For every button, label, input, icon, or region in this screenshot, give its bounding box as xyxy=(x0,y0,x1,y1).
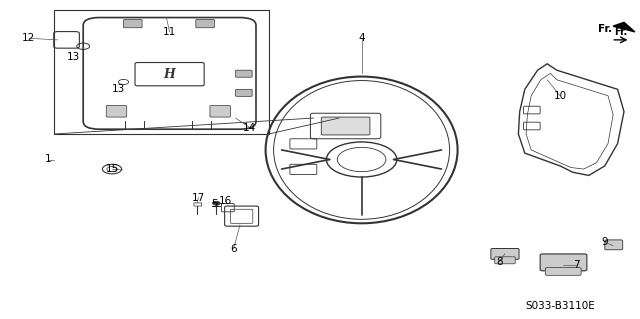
Text: 14: 14 xyxy=(243,122,256,133)
Text: 11: 11 xyxy=(163,27,176,37)
Text: 6: 6 xyxy=(230,244,237,254)
Text: 8: 8 xyxy=(496,256,502,267)
Text: 12: 12 xyxy=(22,33,35,43)
FancyBboxPatch shape xyxy=(495,257,515,264)
FancyBboxPatch shape xyxy=(491,249,519,259)
Text: 1: 1 xyxy=(45,154,51,165)
Text: 15: 15 xyxy=(106,164,118,174)
FancyBboxPatch shape xyxy=(236,89,252,96)
Text: 9: 9 xyxy=(602,237,608,248)
FancyBboxPatch shape xyxy=(210,106,230,117)
FancyBboxPatch shape xyxy=(236,70,252,77)
FancyBboxPatch shape xyxy=(106,106,127,117)
Text: Fr.: Fr. xyxy=(598,24,612,34)
Text: Fr.: Fr. xyxy=(614,27,628,37)
FancyBboxPatch shape xyxy=(545,268,581,275)
Text: 4: 4 xyxy=(358,33,365,43)
FancyBboxPatch shape xyxy=(196,19,214,28)
FancyBboxPatch shape xyxy=(605,240,623,250)
Text: 13: 13 xyxy=(112,84,125,94)
Text: 7: 7 xyxy=(573,260,579,270)
Circle shape xyxy=(212,201,220,205)
FancyBboxPatch shape xyxy=(321,117,370,135)
Text: H: H xyxy=(164,68,175,80)
Text: 10: 10 xyxy=(554,91,566,101)
Text: S033-B3110E: S033-B3110E xyxy=(525,301,595,311)
Polygon shape xyxy=(613,22,635,32)
Text: 5: 5 xyxy=(211,199,218,209)
Text: 16: 16 xyxy=(219,196,232,206)
FancyBboxPatch shape xyxy=(540,254,587,271)
Text: 17: 17 xyxy=(192,193,205,203)
Text: 13: 13 xyxy=(67,52,80,63)
FancyBboxPatch shape xyxy=(124,19,142,28)
